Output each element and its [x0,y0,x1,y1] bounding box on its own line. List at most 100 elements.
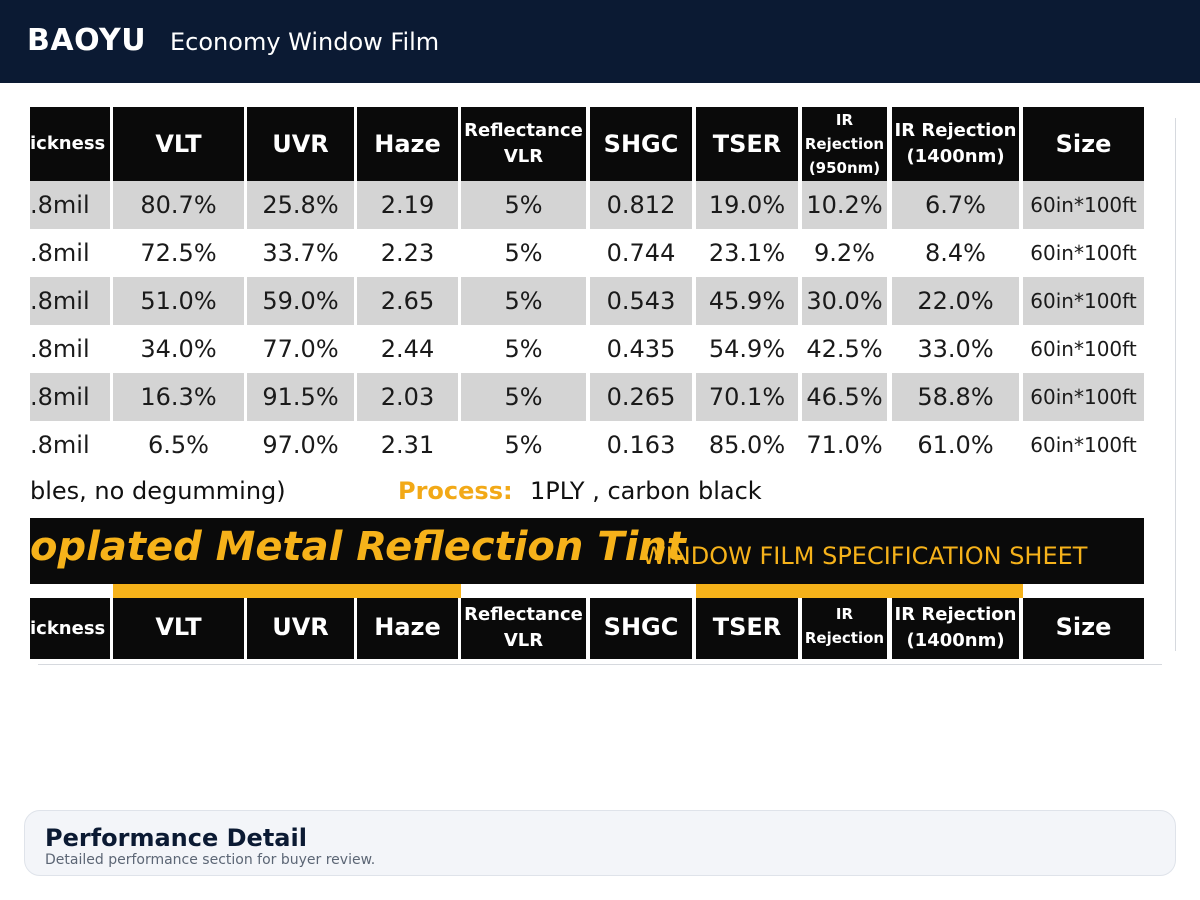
banner-subtitle: WINDOW FILM SPECIFICATION SHEET [642,542,1088,570]
image-frame-right [1175,118,1176,651]
performance-description: Detailed performance section for buyer r… [45,852,376,868]
accent-bar-right [696,584,1023,598]
cell-reflectance: 5% [461,181,586,229]
cell-size: 60in*100ft [1023,325,1144,373]
cell-ir1400: 33.0% [892,325,1019,373]
col-tser: TSER [696,598,798,659]
cell-shgc: 0.812 [590,181,692,229]
spec-note: bles, no degumming) Process: 1PLY , carb… [30,477,1144,511]
banner-title: oplated Metal Reflection Tint [30,524,686,570]
cell-ir1400: 8.4% [892,229,1019,277]
cell-size: 60in*100ft [1023,421,1144,469]
table-row: .8mil 80.7% 25.8% 2.19 5% 0.812 19.0% 10… [30,181,1144,229]
col-shgc: SHGC [590,107,692,181]
cell-tser: 45.9% [696,277,798,325]
cell-reflectance: 5% [461,421,586,469]
col-thickness: ickness [30,107,110,181]
col-vlt: VLT [113,598,244,659]
accent-bar-left [113,584,461,598]
cell-ir950: 42.5% [802,325,887,373]
col-size: Size [1023,598,1144,659]
cell-shgc: 0.744 [590,229,692,277]
cell-tser: 70.1% [696,373,798,421]
cell-size: 60in*100ft [1023,229,1144,277]
cell-tser: 23.1% [696,229,798,277]
cell-shgc: 0.543 [590,277,692,325]
brand-logo[interactable]: BAOYU [27,23,147,58]
cell-size: 60in*100ft [1023,181,1144,229]
performance-title: Performance Detail [45,824,307,852]
cell-tser: 19.0% [696,181,798,229]
col-tser: TSER [696,107,798,181]
cell-shgc: 0.163 [590,421,692,469]
col-ir1400: IR Rejection (1400nm) [892,107,1019,181]
cell-size: 60in*100ft [1023,373,1144,421]
col-reflectance: Reflectance VLR [461,107,586,181]
col-reflectance: Reflectance VLR [461,598,586,659]
cell-ir950: 46.5% [802,373,887,421]
col-thickness: ickness [30,598,110,659]
cell-ir1400: 6.7% [892,181,1019,229]
table-row: .8mil 16.3% 91.5% 2.03 5% 0.265 70.1% 46… [30,373,1144,421]
cell-haze: 2.03 [357,373,458,421]
table-row: .8mil 51.0% 59.0% 2.65 5% 0.543 45.9% 30… [30,277,1144,325]
col-ir950: IR Rejection (950nm) [802,107,887,181]
cell-vlt: 16.3% [113,373,244,421]
cell-haze: 2.19 [357,181,458,229]
cell-reflectance: 5% [461,373,586,421]
cell-haze: 2.23 [357,229,458,277]
page-title: Economy Window Film [170,28,440,56]
table-row: .8mil 34.0% 77.0% 2.44 5% 0.435 54.9% 42… [30,325,1144,373]
spec-table-header: ickness VLT UVR Haze Reflectance VLR SHG… [30,107,1144,181]
cell-haze: 2.65 [357,277,458,325]
process-value: 1PLY , carbon black [530,477,762,505]
table-row: .8mil 6.5% 97.0% 2.31 5% 0.163 85.0% 71.… [30,421,1144,469]
cell-tser: 85.0% [696,421,798,469]
cell-shgc: 0.435 [590,325,692,373]
note-left-text: bles, no degumming) [30,477,286,505]
table-row: .8mil 72.5% 33.7% 2.23 5% 0.744 23.1% 9.… [30,229,1144,277]
cell-reflectance: 5% [461,277,586,325]
cell-ir1400: 58.8% [892,373,1019,421]
cell-size: 60in*100ft [1023,277,1144,325]
cell-ir950: 10.2% [802,181,887,229]
col-haze: Haze [357,598,458,659]
product-banner: oplated Metal Reflection Tint WINDOW FIL… [30,518,1144,584]
cell-tser: 54.9% [696,325,798,373]
top-header: BAOYU Economy Window Film [0,0,1200,83]
cell-uvr: 97.0% [247,421,354,469]
performance-card[interactable]: Performance Detail Detailed performance … [24,810,1176,876]
image-frame-bottom [38,664,1162,665]
cell-ir950: 71.0% [802,421,887,469]
col-vlt: VLT [113,107,244,181]
col-ir950: IR Rejection [802,598,887,659]
col-haze: Haze [357,107,458,181]
cell-uvr: 33.7% [247,229,354,277]
cell-haze: 2.31 [357,421,458,469]
cell-vlt: 6.5% [113,421,244,469]
cell-vlt: 72.5% [113,229,244,277]
cell-vlt: 34.0% [113,325,244,373]
cell-thickness: .8mil [30,373,110,421]
cell-thickness: .8mil [30,229,110,277]
col-uvr: UVR [247,598,354,659]
cell-ir950: 9.2% [802,229,887,277]
cell-uvr: 59.0% [247,277,354,325]
spec-table: ickness VLT UVR Haze Reflectance VLR SHG… [30,107,1144,469]
cell-reflectance: 5% [461,325,586,373]
cell-shgc: 0.265 [590,373,692,421]
cell-vlt: 80.7% [113,181,244,229]
cell-ir1400: 22.0% [892,277,1019,325]
col-size: Size [1023,107,1144,181]
cell-ir1400: 61.0% [892,421,1019,469]
spec-sheet-image: ickness VLT UVR Haze Reflectance VLR SHG… [30,107,1144,659]
process-label: Process: [398,477,513,505]
col-uvr: UVR [247,107,354,181]
cell-ir950: 30.0% [802,277,887,325]
cell-uvr: 91.5% [247,373,354,421]
cell-thickness: .8mil [30,325,110,373]
cell-uvr: 77.0% [247,325,354,373]
col-ir1400: IR Rejection (1400nm) [892,598,1019,659]
cell-vlt: 51.0% [113,277,244,325]
spec-table-2-header: ickness VLT UVR Haze Reflectance VLR SHG… [30,598,1144,659]
